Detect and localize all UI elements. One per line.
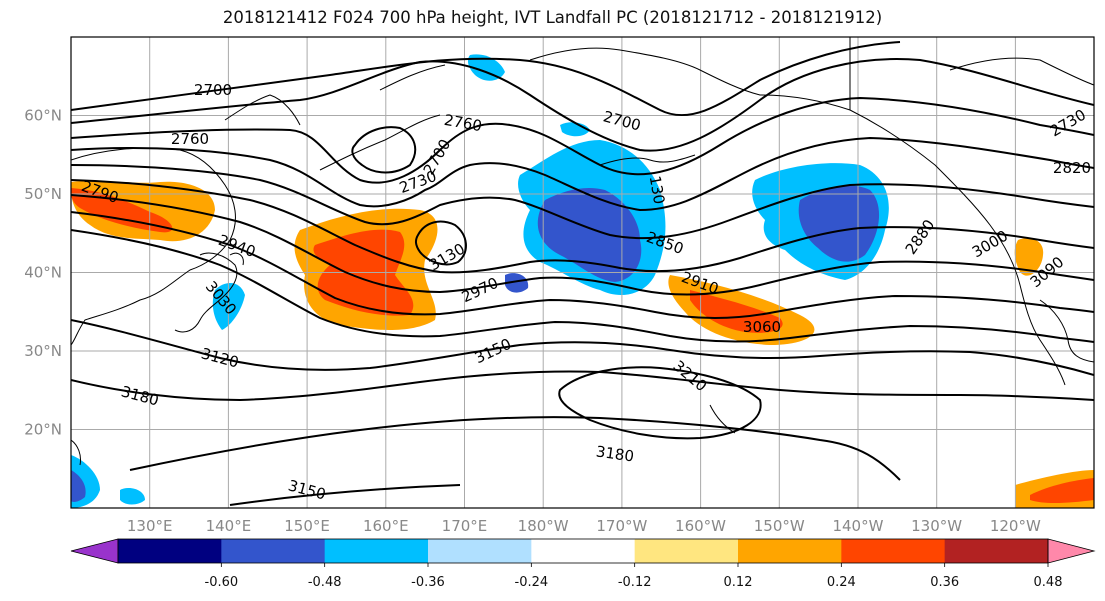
map-title: 2018121412 F024 700 hPa height, IVT Land… <box>222 8 883 27</box>
colorbar-tick-label: -0.48 <box>308 575 342 590</box>
colorbar-segment <box>324 539 429 563</box>
colorbar-segment <box>634 539 739 563</box>
x-tick-label: 160°W <box>675 517 726 535</box>
colorbar-tick-label: -0.36 <box>411 575 445 590</box>
colorbar-tick-label: 0.12 <box>724 575 753 590</box>
colorbar-segment <box>428 539 532 563</box>
y-tick-label: 30°N <box>24 342 62 360</box>
x-tick-label: 140°E <box>206 517 252 535</box>
x-tick-label: 140°W <box>832 517 883 535</box>
x-tick-label: 120°W <box>990 517 1041 535</box>
contour-label: 2760 <box>171 130 209 148</box>
height-contours <box>71 41 1094 506</box>
x-tick-label: 130°W <box>911 517 962 535</box>
colorbar-tick-label: -0.24 <box>515 575 549 590</box>
y-tick-label: 50°N <box>24 185 62 203</box>
colorbar-tick-label: -0.60 <box>205 575 239 590</box>
map-frame <box>70 36 1095 509</box>
colorbar-tick-label: 0.36 <box>930 575 959 590</box>
y-tick-label: 40°N <box>24 264 62 282</box>
y-axis-tick-labels: 20°N 30°N 40°N 50°N 60°N <box>24 107 62 439</box>
ivt-shading <box>71 54 1094 508</box>
colorbar-tick-labels: -0.60 -0.48 -0.36 -0.24 -0.12 0.12 0.24 0.36 0.4… <box>205 563 1063 590</box>
colorbar-min-extension <box>70 538 119 564</box>
x-tick-label: 130°E <box>127 517 173 535</box>
x-axis-tick-labels: 130°E 140°E 150°E 160°E 170°E 180°W 170°W 160°W… <box>127 517 1041 535</box>
contour-label: 3180 <box>595 442 635 465</box>
colorbar-tick-label: 0.48 <box>1034 575 1063 590</box>
x-tick-label: 170°W <box>596 517 647 535</box>
colorbar-segment <box>944 539 1049 563</box>
colorbar-tick-label: 0.24 <box>827 575 856 590</box>
contour-label: 2820 <box>1053 159 1091 177</box>
colorbar-segment <box>118 539 222 563</box>
colorbar-max-extension <box>1047 538 1096 564</box>
colorbar-outline <box>117 538 1049 564</box>
x-tick-label: 160°E <box>363 517 409 535</box>
colorbar-segment <box>531 539 636 563</box>
x-tick-label: 150°E <box>284 517 330 535</box>
contour-label: 3060 <box>743 318 781 336</box>
colorbar-tick-label: -0.12 <box>618 575 652 590</box>
colorbar-segment <box>841 539 946 563</box>
contour-label: 130 <box>646 174 669 205</box>
y-tick-label: 20°N <box>24 421 62 439</box>
colorbar <box>70 538 1096 564</box>
x-tick-label: 150°W <box>754 517 805 535</box>
contour-label: 2700 <box>194 81 232 99</box>
x-tick-label: 170°E <box>442 517 488 535</box>
colorbar-segment <box>738 539 842 563</box>
y-tick-label: 60°N <box>24 107 62 125</box>
colorbar-segment <box>221 539 326 563</box>
x-tick-label: 180°W <box>518 517 569 535</box>
